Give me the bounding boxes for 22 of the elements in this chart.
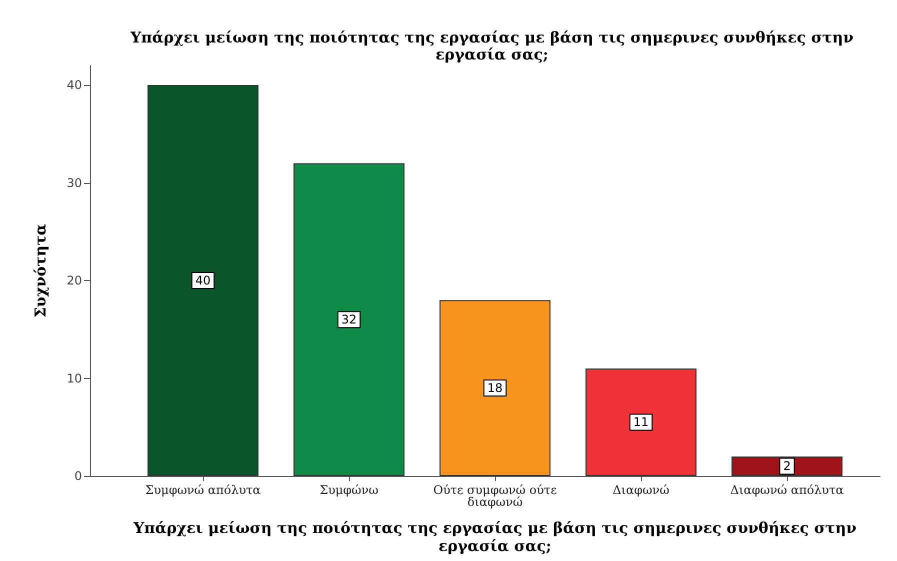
x-tick-label: Συμφώνω bbox=[320, 483, 379, 497]
x-tick-label: Διαφωνώ απόλυτα bbox=[730, 483, 844, 497]
y-tick-label: 40 bbox=[66, 78, 82, 92]
x-tick-label: Διαφωνώ bbox=[612, 483, 670, 497]
y-tick-label: 0 bbox=[74, 469, 82, 483]
bar bbox=[294, 163, 404, 476]
x-tick-label: Συμφωνώ απόλυτα bbox=[145, 483, 261, 497]
y-axis-title: Συχνότητα bbox=[32, 223, 50, 318]
x-axis-title: Υπάρχει μείωση της ποιότητας της εργασίας με βάση τις σημερινες συνθήκες στην εργασία σας; bbox=[132, 519, 857, 555]
data-label: 11 bbox=[633, 415, 649, 430]
chart-title: Υπάρχει μείωση της ποιότητας της εργασίας με βάση τις σημερινες συνθήκες στην εργασία σας; bbox=[129, 28, 854, 64]
data-label: 2 bbox=[783, 459, 791, 474]
data-label: 32 bbox=[341, 312, 357, 327]
bar bbox=[586, 368, 696, 476]
bar bbox=[440, 300, 550, 476]
bar bbox=[148, 85, 258, 476]
data-label: 18 bbox=[487, 381, 503, 396]
y-tick-label: 30 bbox=[66, 176, 82, 190]
y-tick-label: 10 bbox=[66, 371, 82, 386]
y-tick-label: 20 bbox=[66, 274, 82, 288]
data-label: 40 bbox=[195, 274, 211, 288]
x-tick-label: Ούτε συμφωνώ ούτε διαφωνώ bbox=[433, 483, 557, 509]
